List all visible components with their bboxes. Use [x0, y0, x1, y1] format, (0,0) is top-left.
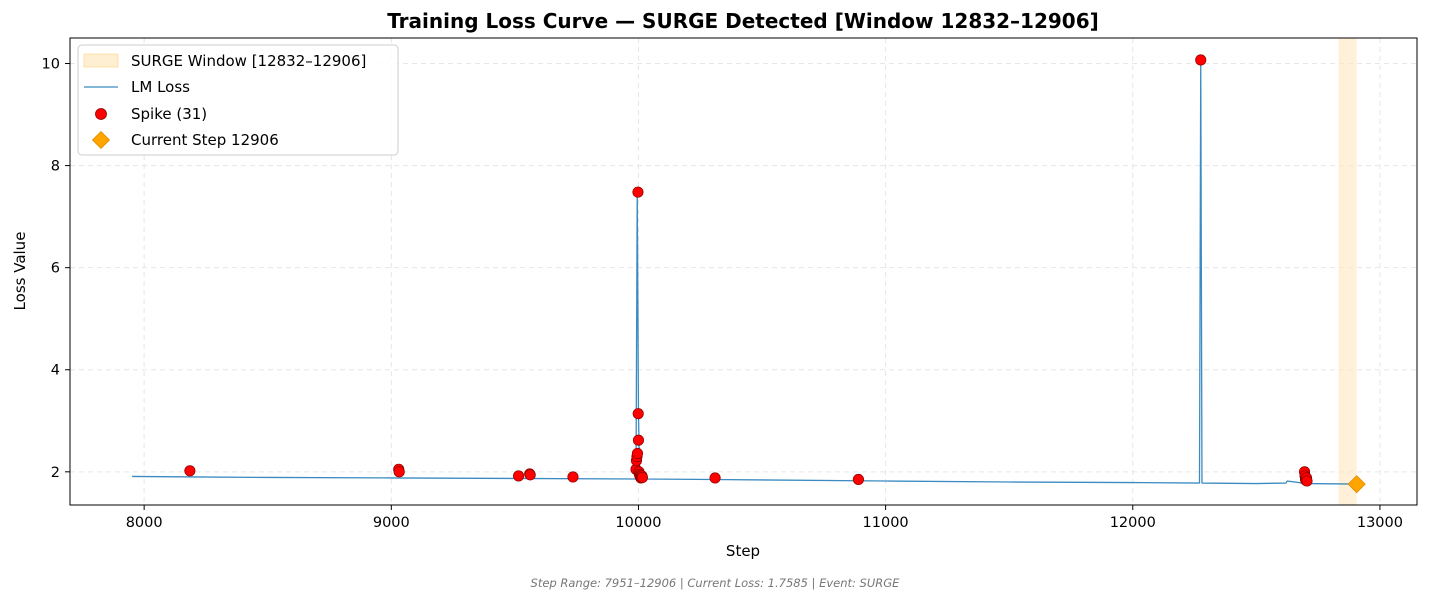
spike-point [632, 186, 644, 198]
x-axis-label: Step [726, 542, 760, 560]
legend-current-label: Current Step 12906 [131, 131, 279, 149]
spike-point [1301, 475, 1313, 487]
spike-point [513, 470, 525, 482]
legend-spike-label: Spike (31) [131, 105, 207, 123]
spike-point [184, 465, 196, 477]
y-tick-label: 10 [42, 57, 60, 73]
y-tick-label: 4 [51, 363, 60, 379]
x-tick-label: 12000 [1110, 515, 1156, 531]
loss-line-layer [132, 59, 1357, 485]
x-tick-label: 13000 [1357, 515, 1403, 531]
spike-point [524, 469, 536, 481]
current-step-layer [1347, 475, 1366, 494]
y-axis-label: Loss Value [11, 232, 29, 311]
y-tick-label: 6 [51, 261, 60, 277]
y-tick-label: 8 [51, 159, 60, 175]
legend: SURGE Window [12832–12906] LM Loss Spike… [77, 44, 399, 156]
chart-title: Training Loss Curve — SURGE Detected [Wi… [387, 9, 1099, 33]
spike-point [852, 473, 864, 486]
plot-frame [69, 37, 1418, 506]
x-tick-label: 8000 [126, 515, 163, 531]
legend-current-marker [91, 130, 111, 150]
spike-point [393, 466, 405, 478]
loss-line [132, 59, 1357, 485]
surge-window-band [1338, 38, 1357, 505]
spike-point [631, 447, 644, 460]
legend-spike-marker [95, 108, 107, 120]
current-step-marker [1347, 475, 1366, 494]
surge-window-layer [1338, 38, 1357, 505]
y-axis-ticks: 2 4 6 8 10 [42, 57, 70, 481]
spike-point [632, 434, 645, 446]
footer-summary: Step Range: 7951–12906 | Current Loss: 1… [531, 576, 901, 590]
spike-point [632, 408, 644, 420]
legend-line-label: LM Loss [131, 78, 190, 96]
spike-markers [184, 54, 1313, 487]
legend-window-swatch [83, 53, 119, 68]
x-axis-ticks: 8000 9000 10000 11000 12000 13000 [126, 505, 1403, 531]
spike-point [567, 471, 579, 483]
legend-box [77, 44, 399, 156]
x-tick-label: 9000 [373, 515, 410, 531]
spike-point [636, 471, 648, 483]
x-tick-label: 10000 [615, 515, 661, 531]
spike-point [709, 472, 721, 484]
legend-window-label: SURGE Window [12832–12906] [131, 52, 366, 70]
y-tick-label: 2 [51, 465, 60, 481]
spike-point [1195, 54, 1207, 66]
x-tick-label: 11000 [863, 515, 909, 531]
